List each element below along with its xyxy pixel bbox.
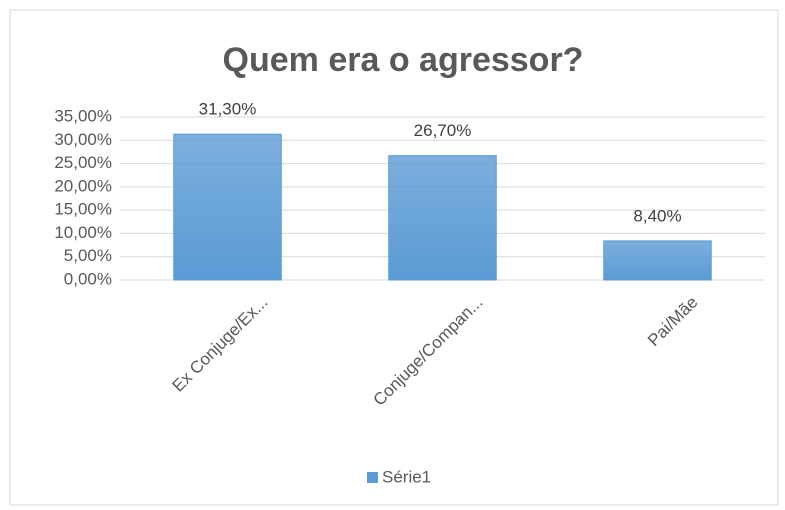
y-tick-label: 15,00%: [54, 200, 112, 219]
data-label: 26,70%: [414, 121, 472, 140]
bar: [603, 240, 712, 281]
data-label: 8,40%: [633, 206, 681, 225]
y-tick-label: 20,00%: [54, 176, 112, 195]
y-tick-label: 30,00%: [54, 130, 112, 149]
bar: [173, 133, 282, 281]
chart-title: Quem era o agressor?: [223, 41, 584, 79]
y-tick-label: 35,00%: [54, 106, 112, 125]
bar: [388, 155, 497, 281]
data-label: 31,30%: [199, 100, 257, 119]
y-tick-label: 10,00%: [54, 223, 112, 242]
y-tick-label: 5,00%: [64, 246, 112, 265]
y-tick-label: 0,00%: [64, 269, 112, 288]
legend-label: Série1: [382, 467, 431, 486]
y-tick-label: 25,00%: [54, 153, 112, 172]
legend-swatch: [367, 472, 378, 483]
